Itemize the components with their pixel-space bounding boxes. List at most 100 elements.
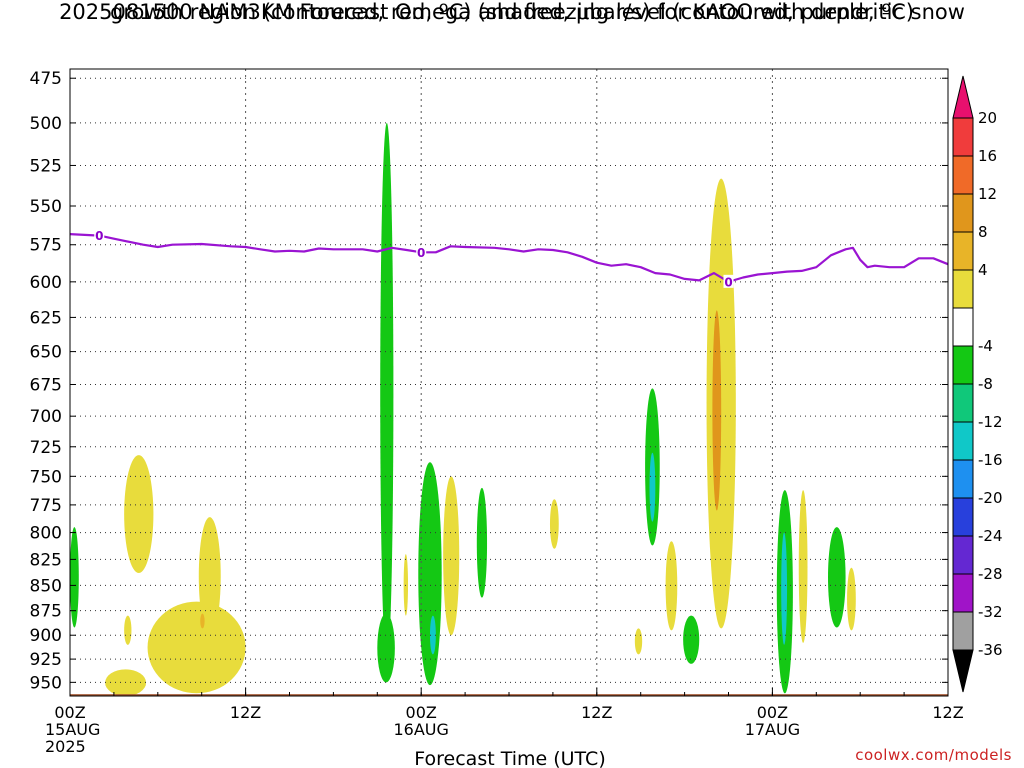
y-tick-label: 825 (30, 550, 62, 570)
colorbar-swatch (952, 459, 974, 499)
omega-contour-region (649, 452, 656, 522)
colorbar-label: 8 (978, 223, 988, 241)
y-tick-label: 675 (30, 375, 62, 395)
colorbar-swatch (952, 307, 974, 347)
omega-shading-layer (70, 122, 856, 696)
freezing-label-bg (94, 228, 105, 242)
x-tick-label: 00Z (757, 703, 788, 722)
colorbar-label: 12 (978, 185, 997, 203)
y-tick-label: 750 (30, 467, 62, 487)
omega-contour-region (781, 532, 788, 645)
colorbar-label: -32 (978, 603, 1003, 621)
omega-contour-region (683, 615, 700, 664)
plot-frame (69, 68, 949, 697)
colorbar-swatch (952, 497, 974, 537)
colorbar-label: 16 (978, 147, 997, 165)
grid-layer (70, 69, 948, 696)
omega-contour-region (124, 615, 132, 645)
colorbar-max-triangle (952, 75, 974, 119)
x-tick-label: 12Z (932, 703, 963, 722)
y-tick-label: 575 (30, 236, 62, 256)
omega-contour-region (712, 310, 722, 511)
x-tick-label: 17AUG (745, 720, 800, 739)
colorbar-label: -20 (978, 489, 1003, 507)
y-tick-label: 775 (30, 496, 62, 516)
colorbar-swatch (952, 421, 974, 461)
omega-contour-region (200, 613, 205, 629)
x-tick-label: 12Z (581, 703, 612, 722)
colorbar-label: -36 (978, 641, 1003, 659)
y-tick-label: 875 (30, 602, 62, 622)
colorbar-label: -24 (978, 527, 1003, 545)
colorbar-swatch (952, 535, 974, 575)
omega-contour-region (147, 601, 246, 694)
omega-contour-region (380, 122, 394, 664)
colorbar-label: -16 (978, 451, 1003, 469)
chart-title-line-1: 2025081500 NAM3KM Forecast Omega (shaded… (59, 0, 965, 24)
colorbar-swatch (952, 155, 974, 195)
colorbar-swatch (952, 573, 974, 613)
x-tick-label: 2025 (45, 737, 86, 756)
y-tick-label: 925 (30, 650, 62, 670)
colorbar-label: 20 (978, 109, 997, 127)
y-tick-label: 725 (30, 438, 62, 458)
colorbar: 20 16 12 8 4 -4 -8 -12 -16 -20 -24 -28 -32 -36 (952, 75, 1003, 693)
x-tick-label: 16AUG (393, 720, 448, 739)
colorbar-swatch (952, 611, 974, 651)
y-tick-label: 550 (30, 197, 62, 217)
colorbar-swatch (952, 193, 974, 233)
freezing-level-line (69, 233, 949, 283)
freezing-level-label: 0 (417, 246, 425, 260)
x-tick-label: 00Z (406, 703, 437, 722)
axes-layer: 475 500 525 550 575 600 625 650 675 700 725 750 775 8… (30, 68, 964, 756)
colorbar-label: -4 (978, 337, 993, 355)
colorbar-swatch (952, 269, 974, 309)
freezing-level-layer: 0 0 0 (69, 228, 949, 289)
x-tick-label: 12Z (230, 703, 261, 722)
freezing-level-label: 0 (724, 275, 732, 289)
colorbar-swatch (952, 345, 974, 385)
y-tick-label: 600 (30, 273, 62, 293)
y-tick-label: 500 (30, 114, 62, 134)
omega-contour-region (706, 178, 736, 629)
colorbar-label: -8 (978, 375, 993, 393)
freezing-label-bg (723, 274, 734, 288)
colorbar-label: -12 (978, 413, 1003, 431)
y-tick-label: 800 (30, 524, 62, 544)
colorbar-label: 4 (978, 261, 988, 279)
omega-contour-region (798, 490, 808, 643)
omega-contour-region (634, 628, 643, 655)
omega-contour-region (665, 541, 678, 631)
omega-contour-region (476, 487, 488, 598)
x-tick-label: 00Z (54, 703, 85, 722)
omega-contour-region (549, 499, 559, 549)
omega-contour-region (124, 455, 154, 574)
colorbar-swatch (952, 383, 974, 423)
omega-contour-region (828, 527, 846, 628)
y-tick-label: 900 (30, 626, 62, 646)
x-axis-title: Forecast Time (UTC) (414, 748, 605, 768)
x-tick-label: 15AUG (45, 720, 100, 739)
omega-contour-region (443, 476, 460, 636)
y-tick-label: 950 (30, 673, 62, 693)
omega-contour-region (70, 527, 79, 628)
y-tick-label: 850 (30, 576, 62, 596)
colorbar-min-triangle (952, 649, 974, 693)
colorbar-label: -28 (978, 565, 1003, 583)
colorbar-swatch (952, 117, 974, 157)
omega-contour-region (403, 554, 409, 616)
y-tick-label: 525 (30, 156, 62, 176)
y-tick-label: 650 (30, 343, 62, 363)
y-tick-label: 700 (30, 407, 62, 427)
omega-contour-region (429, 615, 436, 655)
credit-link[interactable]: coolwx.com/models (855, 746, 1012, 764)
chart-title-line-2: growth region (contoured, red, ºC) and f… (110, 0, 914, 24)
omega-contour-region (847, 567, 856, 631)
freezing-level-label: 0 (95, 229, 103, 243)
colorbar-swatch (952, 231, 974, 271)
y-tick-label: 625 (30, 308, 62, 328)
omega-contour-region (418, 462, 442, 686)
omega-contour-region (198, 517, 221, 636)
freezing-label-bg (416, 245, 427, 259)
